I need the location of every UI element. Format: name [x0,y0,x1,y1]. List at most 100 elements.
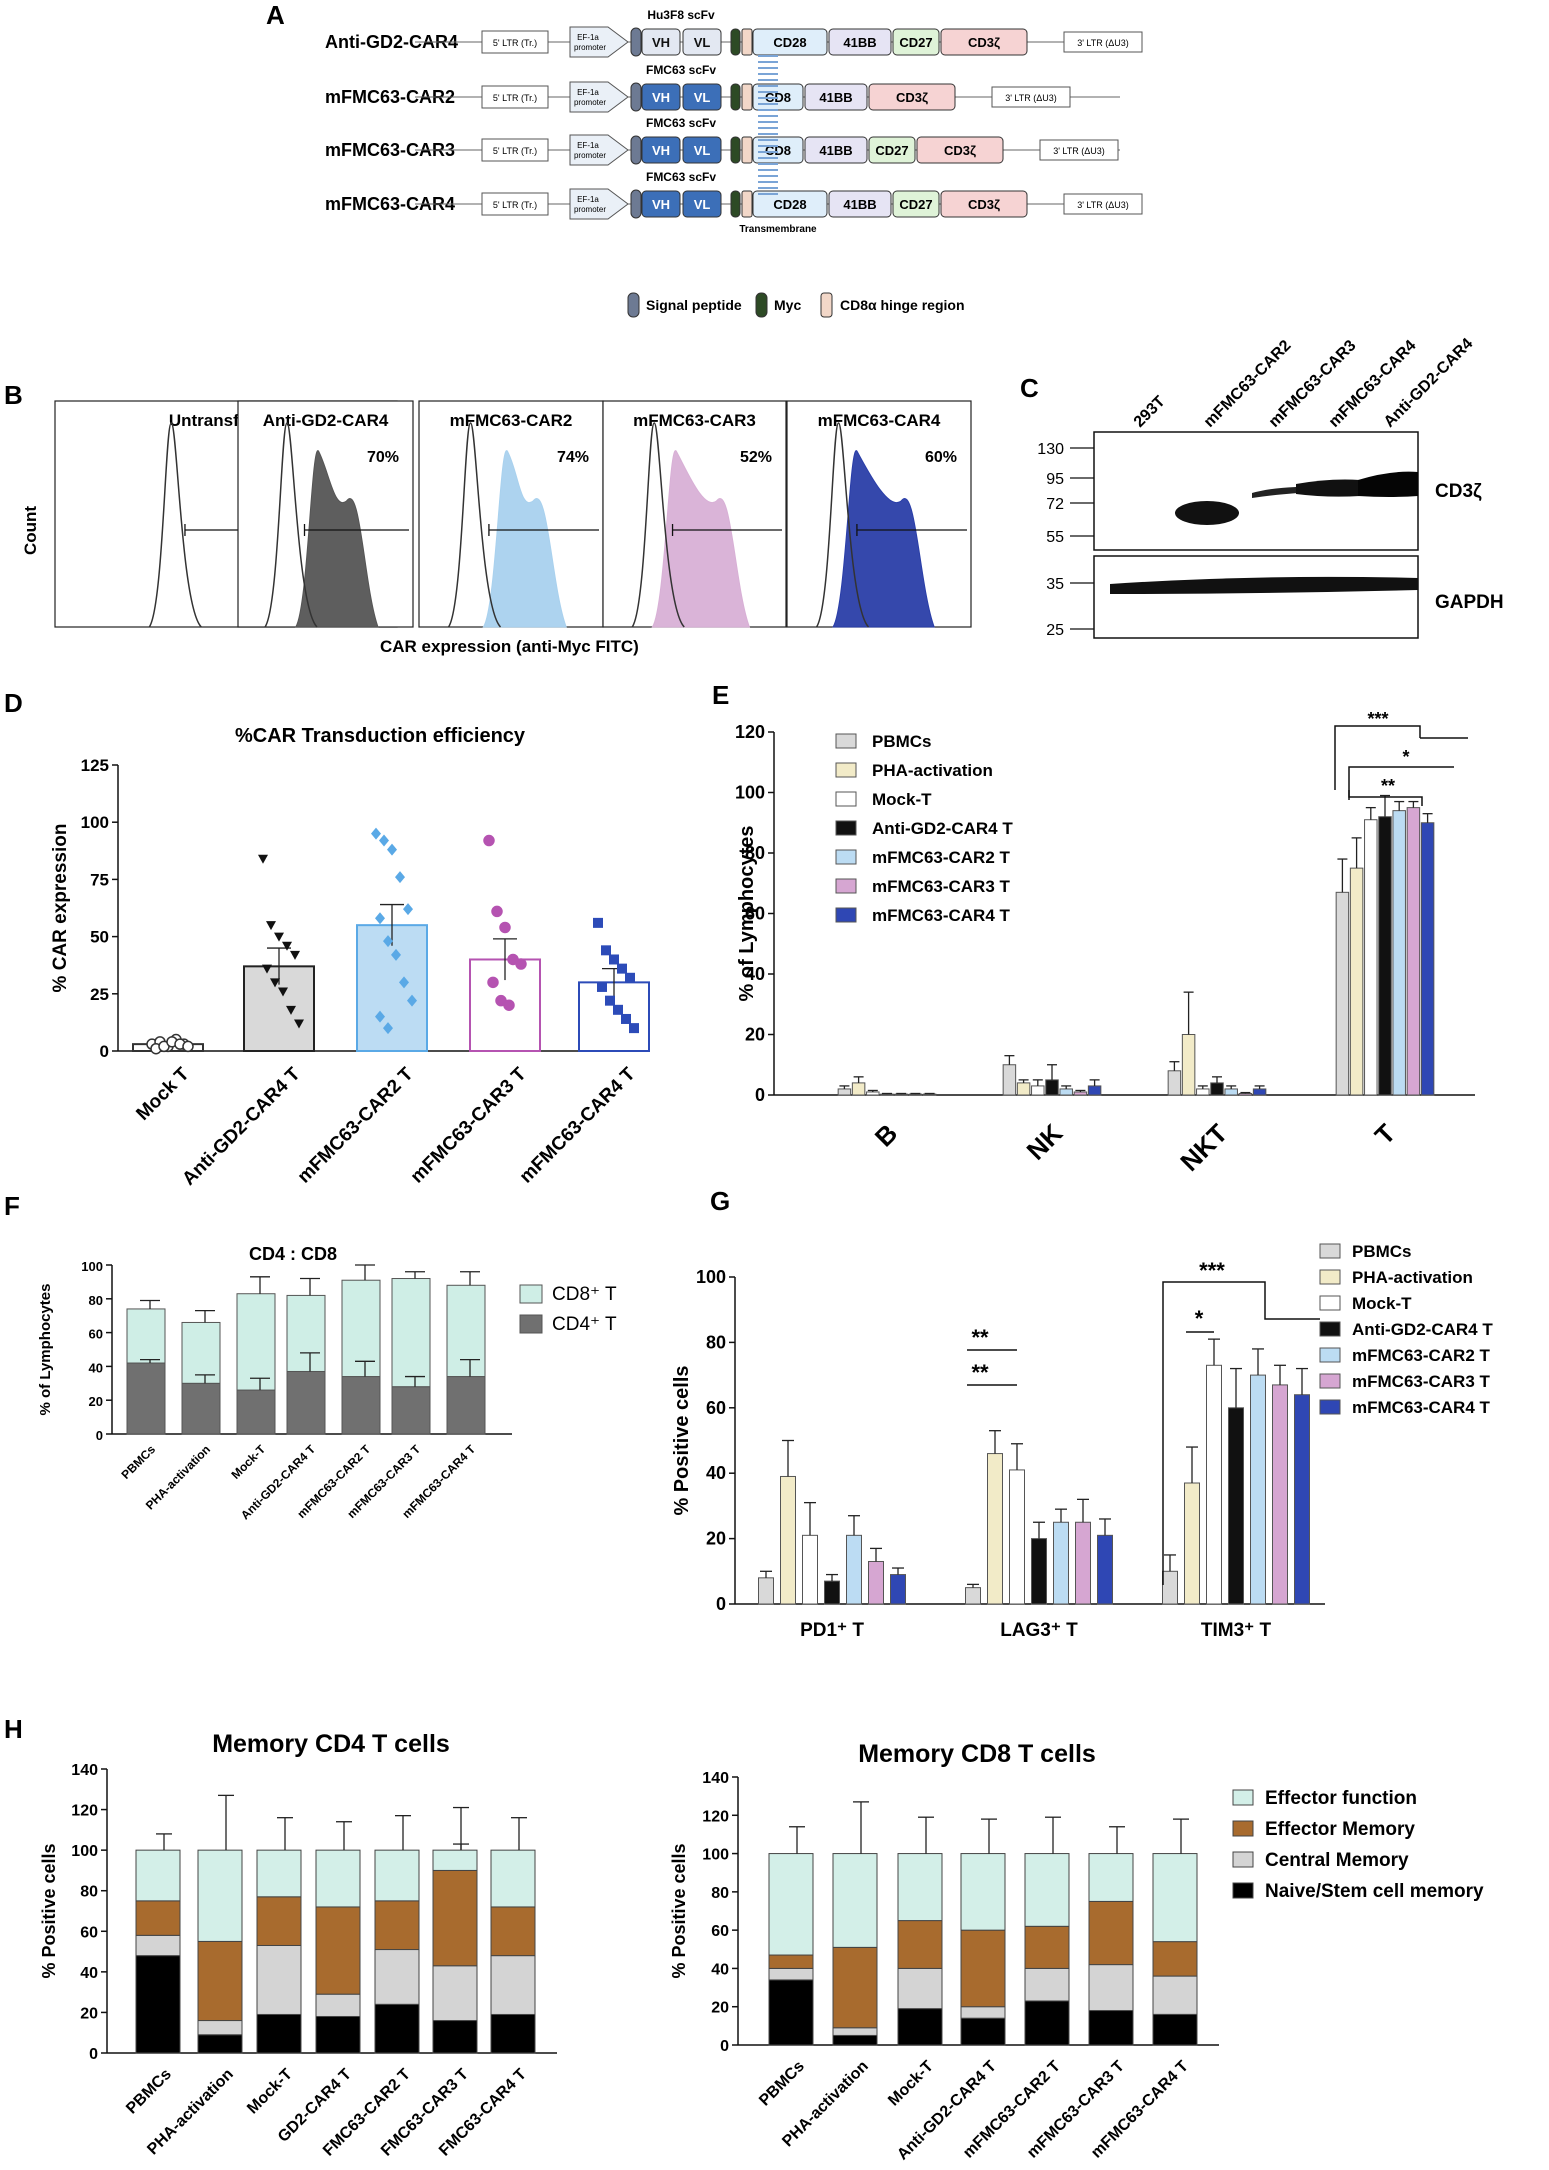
x-tick-label: TIM3⁺ T [1201,1620,1272,1641]
stack-segment [135,1934,181,1957]
panel-label: H [4,1714,23,1744]
myc-tag [730,83,741,111]
stack-segment [432,1849,478,1871]
stack-segment [490,1849,536,1908]
y-axis-label: % Positive cells [671,1365,693,1515]
panel-c: C 293T mFMC63-CAR2mFMC63-CAR3mFMC63-CAR4A… [1020,335,1504,639]
domain-cd27 [868,136,916,164]
chart-g: G 0 20 40 60 80 100 % Positive cells PD1⁺ T LAG3⁺… [671,1186,1493,1641]
ltr3-box [1039,139,1119,161]
domain-41bb [828,190,892,218]
blot-gapdh-label: GAPDH [1435,592,1504,613]
legend-label: PHA-activation [1352,1268,1473,1287]
domain-label: 41BB [843,197,876,212]
panel-a-label: A [266,0,285,30]
data-point [487,976,499,989]
legend-swatch [835,849,857,865]
bar [758,1577,774,1605]
scfv-label: FMC63 scFv [646,63,716,77]
panel-label: G [710,1186,730,1216]
stack-segment [960,2017,1006,2046]
bar [890,1574,906,1605]
x-tick-label: Mock T [132,1063,193,1124]
hinge-legend-swatch [820,292,833,318]
stack-segment [315,1993,361,2017]
stack-segment [1088,1964,1134,2012]
stack-segment [135,1849,181,1902]
data-point [605,995,615,1006]
data-point [483,834,495,847]
histogram: mFMC63-CAR2 74% [418,400,604,628]
bar [1252,1088,1267,1096]
panel-b-label: B [4,380,23,410]
legend-swatch-cd8 [519,1284,543,1304]
chart-e: E 0 20 40 60 80 100 120 % of Lymphocytes B NK NKT T P… [712,680,1475,1177]
stack-segment [897,2008,943,2046]
y-tick-label: 0 [720,2038,729,2055]
stack-segment [832,1853,878,1948]
legend-label: CD4⁺ T [552,1314,617,1335]
sig-marker: ** [1381,776,1395,796]
legend-swatch [1319,1295,1341,1311]
stack-segment [432,1869,478,1967]
vh-domain [641,83,681,111]
myc-tag [730,190,741,218]
stack-segment [256,1896,302,1946]
bar-cd8 [236,1293,276,1391]
data-point [617,963,627,974]
hinge-region [741,83,753,111]
data-point [491,905,503,918]
stack-segment [374,1900,420,1951]
domain-cd3z [868,83,956,111]
bar [1097,1534,1113,1605]
mw-marker-label: 25 [1046,622,1064,639]
x-tick-label: B [869,1118,903,1152]
data-point [379,834,389,847]
y-axis-label: % Positive cells [669,1843,689,1978]
data-point [395,871,405,884]
bar [578,981,650,1052]
domain-41bb [804,136,868,164]
chart-h2: Memory CD8 T cells 0 20 40 60 80 100 120 140 % Po… [669,1740,1484,2163]
stack-segment [768,1967,814,1981]
data-point [383,1022,393,1035]
data-point [503,999,515,1011]
promoter-label-line1: EF-1a [577,33,599,42]
x-tick-label: PBMCs [123,2066,175,2118]
stack-segment [315,2015,361,2054]
y-tick-label: 60 [745,904,765,924]
promoter-label-line1: EF-1a [577,195,599,204]
y-tick-label: 75 [90,870,109,889]
promoter-label-line2: promoter [574,98,606,107]
y-tick-label: 100 [71,1843,98,1860]
stack-segment [256,2013,302,2054]
data-point [403,903,413,916]
bar [1294,1394,1310,1605]
bar [1210,1082,1224,1096]
vh-domain [641,28,681,56]
domain-label: CD27 [875,143,908,158]
x-tick-label: PBMCs [119,1442,159,1482]
legend-swatch [1319,1321,1341,1337]
domain-41bb [828,28,892,56]
data-point [371,827,381,840]
legend-label: mFMC63-CAR2 T [872,848,1011,867]
chart-title: Memory CD8 T cells [858,1740,1096,1768]
vh-domain [641,136,681,164]
domain-cd3z [940,28,1028,56]
bar-cd4 [236,1389,276,1435]
x-tick-label: PD1⁺ T [800,1620,864,1641]
bar [1250,1374,1266,1605]
domain-label: CD3ζ [968,197,1000,212]
stack-segment [960,2006,1006,2019]
stack-segment [1088,2010,1134,2046]
domain-label: CD27 [899,197,932,212]
signal-peptide [630,27,642,57]
data-point [282,941,292,951]
band-car4 [1296,479,1360,497]
x-tick-label: mFMC63-CAR3 T [407,1063,531,1187]
mw-marker-label: 130 [1037,441,1064,458]
signal-peptide-legend-swatch [627,292,640,318]
